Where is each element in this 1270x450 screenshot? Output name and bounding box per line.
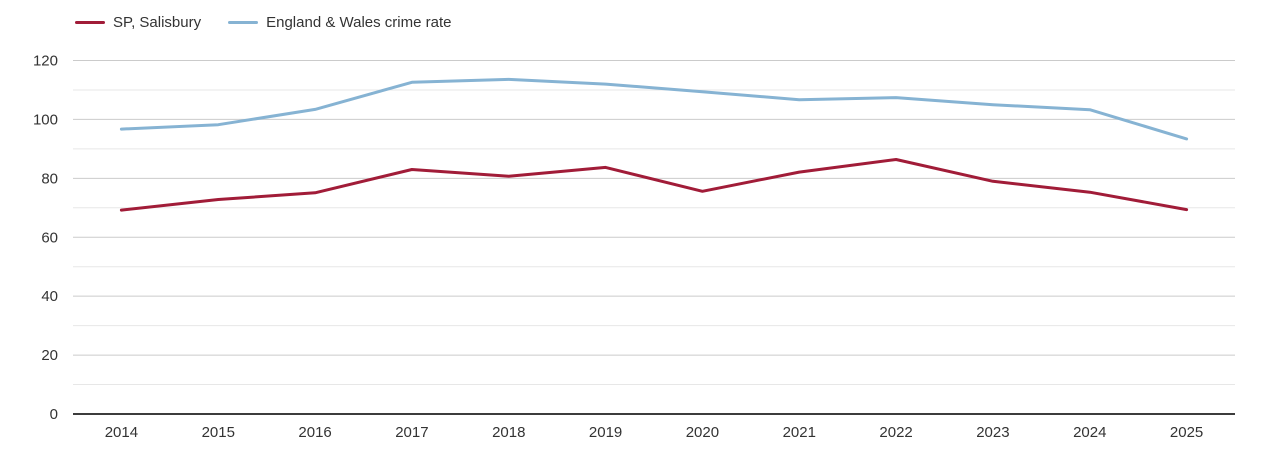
x-axis-tick-label: 2021 [783,424,816,441]
x-axis-tick-label: 2016 [298,424,331,441]
x-axis-tick-label: 2014 [105,424,138,441]
x-axis-tick-label: 2015 [202,424,235,441]
series-line-england-wales-crime-rate [119,77,1189,141]
x-axis-tick-label: 2019 [589,424,622,441]
y-axis-tick-label: 120 [33,53,58,70]
series-line-sp-salisbury [119,158,1189,212]
legend-label: England & Wales crime rate [266,14,452,31]
england-wales-line-swatch [228,21,259,24]
legend-item-sp-salisbury[interactable]: SP, Salisbury [75,14,201,31]
y-axis-tick-label: 0 [50,406,58,423]
x-axis-tick-label: 2022 [879,424,912,441]
y-axis-tick-label: 100 [33,111,58,128]
x-axis-tick-label: 2017 [395,424,428,441]
y-axis-tick-label: 80 [41,170,58,187]
y-axis-tick-label: 40 [41,288,58,305]
x-axis-tick-label: 2018 [492,424,525,441]
chart-legend: SP, Salisbury England & Wales crime rate [75,14,451,31]
x-axis-tick-label: 2023 [976,424,1009,441]
legend-item-england-wales[interactable]: England & Wales crime rate [228,14,451,31]
x-axis-tick-label: 2025 [1170,424,1203,441]
salisbury-line-swatch [75,21,105,24]
y-axis-tick-label: 20 [41,347,58,364]
y-axis-tick-label: 60 [41,229,58,246]
legend-label: SP, Salisbury [113,14,202,31]
x-axis-tick-label: 2024 [1073,424,1106,441]
x-axis-tick-label: 2020 [686,424,719,441]
